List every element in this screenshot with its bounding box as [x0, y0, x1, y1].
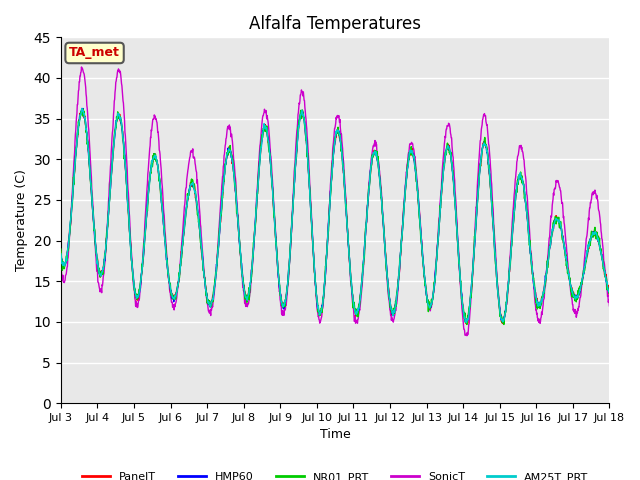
Title: Alfalfa Temperatures: Alfalfa Temperatures — [249, 15, 421, 33]
PanelT — [420, 276, 428, 281]
NR01_PRT — [79, 107, 87, 112]
SonicT — [420, 274, 428, 280]
PanelT — [541, 283, 549, 288]
AM25T_PRT — [605, 289, 613, 295]
HMP60 — [57, 255, 65, 261]
HMP60 — [179, 234, 187, 240]
SonicT — [179, 222, 187, 228]
HMP60 — [463, 320, 470, 325]
SonicT — [463, 333, 470, 338]
Line: AM25T_PRT: AM25T_PRT — [61, 108, 609, 323]
AM25T_PRT — [57, 251, 65, 257]
Legend: PanelT, HMP60, NR01_PRT, SonicT, AM25T_PRT: PanelT, HMP60, NR01_PRT, SonicT, AM25T_P… — [78, 468, 593, 480]
NR01_PRT — [463, 322, 470, 327]
NR01_PRT — [420, 275, 428, 281]
SonicT — [605, 303, 613, 309]
X-axis label: Time: Time — [320, 429, 351, 442]
AM25T_PRT — [78, 106, 86, 111]
SonicT — [541, 284, 549, 290]
AM25T_PRT — [493, 274, 500, 280]
SonicT — [77, 64, 85, 70]
NR01_PRT — [57, 246, 65, 252]
PanelT — [79, 107, 86, 113]
PanelT — [605, 292, 613, 298]
HMP60 — [541, 279, 549, 285]
AM25T_PRT — [179, 235, 187, 240]
PanelT — [241, 289, 248, 295]
SonicT — [493, 269, 500, 275]
AM25T_PRT — [241, 290, 248, 296]
AM25T_PRT — [541, 279, 549, 285]
SonicT — [166, 289, 174, 295]
PanelT — [493, 275, 500, 281]
NR01_PRT — [179, 236, 187, 242]
SonicT — [57, 265, 65, 271]
Y-axis label: Temperature (C): Temperature (C) — [15, 169, 28, 271]
HMP60 — [166, 283, 174, 288]
HMP60 — [605, 291, 613, 297]
AM25T_PRT — [463, 320, 470, 325]
NR01_PRT — [166, 282, 174, 288]
HMP60 — [241, 293, 248, 299]
Line: PanelT: PanelT — [61, 110, 609, 324]
HMP60 — [420, 275, 428, 281]
SonicT — [241, 300, 248, 306]
PanelT — [166, 282, 174, 288]
PanelT — [57, 249, 65, 255]
NR01_PRT — [493, 274, 500, 280]
PanelT — [179, 234, 187, 240]
NR01_PRT — [541, 281, 549, 287]
Line: NR01_PRT: NR01_PRT — [61, 109, 609, 324]
AM25T_PRT — [420, 272, 428, 278]
HMP60 — [493, 272, 500, 278]
NR01_PRT — [605, 288, 613, 293]
Line: SonicT: SonicT — [61, 67, 609, 336]
Text: TA_met: TA_met — [69, 47, 120, 60]
PanelT — [462, 321, 470, 326]
Line: HMP60: HMP60 — [61, 108, 609, 323]
HMP60 — [79, 106, 87, 111]
NR01_PRT — [241, 288, 248, 294]
AM25T_PRT — [166, 282, 174, 288]
